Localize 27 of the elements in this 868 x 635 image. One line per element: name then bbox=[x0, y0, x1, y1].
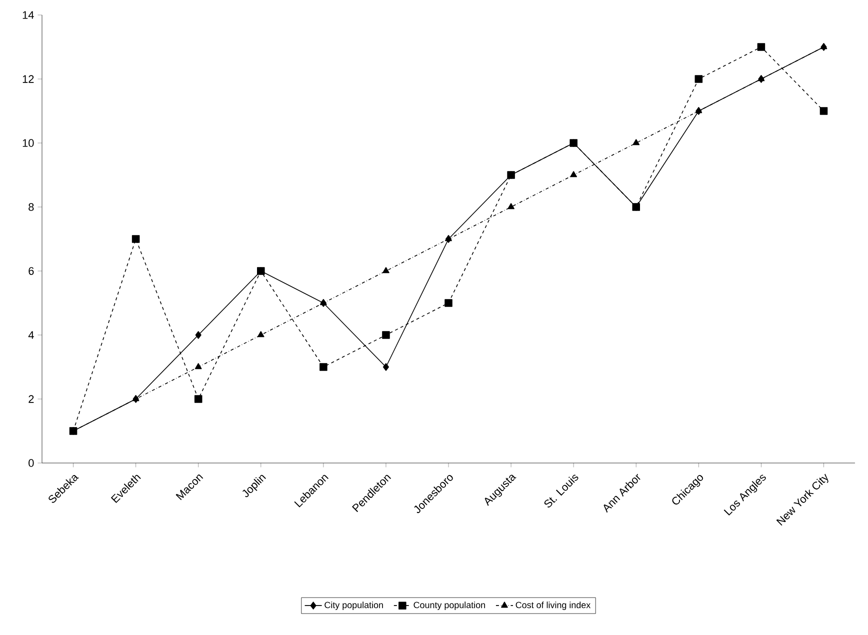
point bbox=[132, 235, 140, 243]
legend-label: City population bbox=[324, 602, 383, 610]
point bbox=[508, 203, 514, 210]
y-tick-label: 4 bbox=[28, 331, 34, 339]
y-tick-label: 6 bbox=[28, 267, 34, 275]
y-tick-label: 2 bbox=[28, 395, 34, 403]
point bbox=[382, 331, 390, 339]
legend-label: County population bbox=[414, 602, 485, 610]
point bbox=[632, 139, 640, 146]
point bbox=[694, 75, 703, 83]
point bbox=[757, 43, 766, 51]
y-tick-label: 8 bbox=[28, 203, 34, 211]
y-tick-label: 0 bbox=[28, 459, 34, 467]
legend-label: Cost of living index bbox=[516, 602, 591, 610]
point bbox=[382, 363, 389, 371]
point bbox=[820, 107, 828, 115]
point bbox=[194, 395, 202, 403]
y-tick-label: 14 bbox=[22, 11, 34, 19]
point bbox=[444, 299, 452, 307]
point bbox=[194, 363, 202, 370]
point bbox=[195, 331, 202, 339]
point bbox=[257, 331, 264, 338]
point bbox=[382, 267, 390, 274]
y-tick-label: 12 bbox=[22, 75, 34, 83]
point bbox=[570, 171, 578, 178]
y-tick-label: 10 bbox=[22, 139, 34, 147]
point bbox=[320, 363, 328, 371]
